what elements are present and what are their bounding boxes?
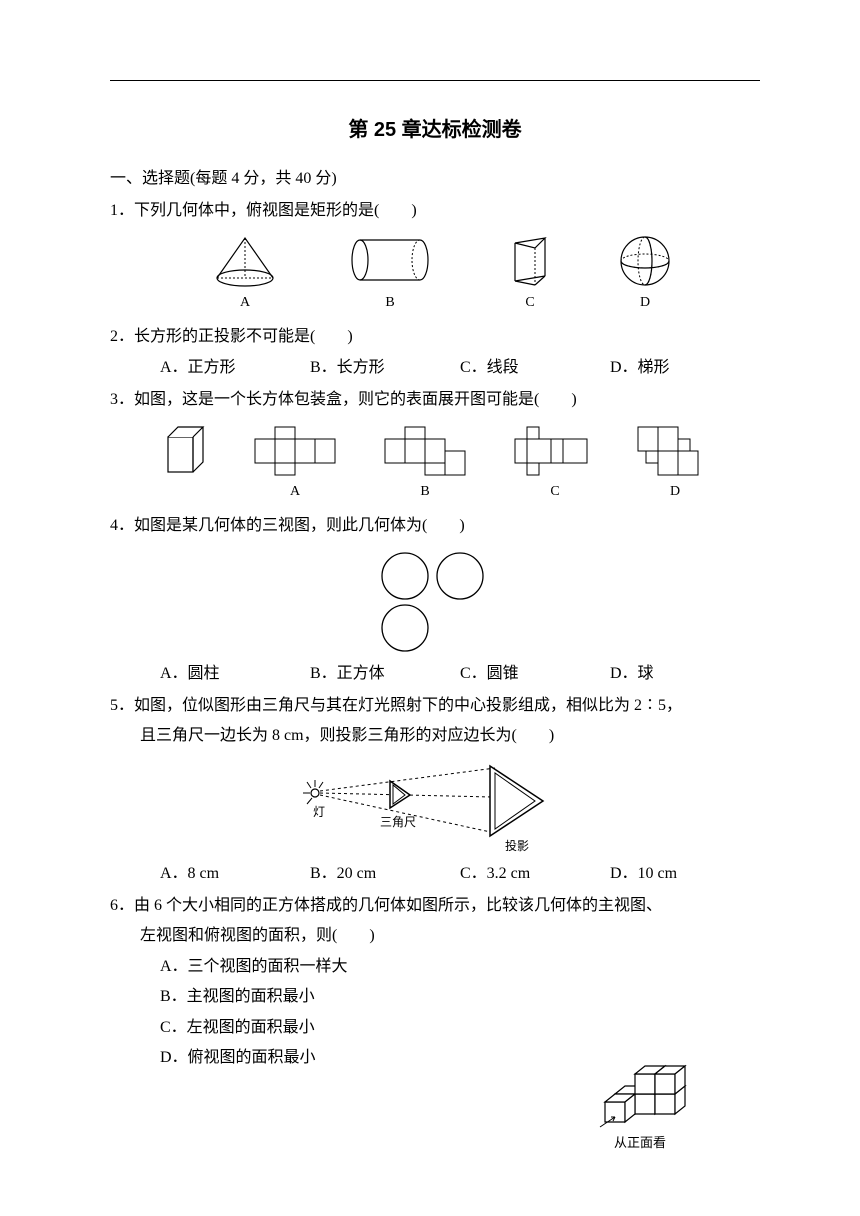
q5-opt-c: C．3.2 cm bbox=[460, 859, 610, 889]
top-rule bbox=[110, 80, 760, 81]
q6-fig-label: 从正面看 bbox=[580, 1131, 700, 1156]
q2-opt-c: C．线段 bbox=[460, 353, 610, 383]
question-3: 3． 如图，这是一个长方体包装盒，则它的表面展开图可能是( ) A bbox=[110, 385, 760, 505]
q1-label-c: C bbox=[525, 290, 534, 317]
q1-figures: A B C bbox=[110, 233, 760, 317]
net-a-icon bbox=[250, 422, 340, 477]
q1-text: 下列几何体中，俯视图是矩形的是( ) bbox=[134, 196, 760, 226]
q1-num: 1． bbox=[110, 196, 134, 226]
q6-figure: 从正面看 bbox=[580, 1039, 700, 1156]
sphere-icon bbox=[615, 233, 675, 288]
svg-text:三角尺: 三角尺 bbox=[380, 815, 416, 829]
box-icon bbox=[160, 422, 210, 477]
q6-opt-b: B．主视图的面积最小 bbox=[160, 982, 760, 1012]
cubes-icon bbox=[580, 1039, 700, 1129]
svg-text:投影: 投影 bbox=[505, 838, 529, 853]
net-b-icon bbox=[380, 422, 470, 477]
q3-label-d: D bbox=[670, 479, 680, 506]
question-1: 1． 下列几何体中，俯视图是矩形的是( ) A B bbox=[110, 196, 760, 316]
q4-opt-d: D．球 bbox=[610, 659, 760, 689]
q5-opt-a: A．8 cm bbox=[160, 859, 310, 889]
q6-text: 由 6 个大小相同的正方体搭成的几何体如图所示，比较该几何体的主视图、 bbox=[134, 891, 760, 921]
q2-num: 2． bbox=[110, 322, 134, 352]
q4-opt-b: B．正方体 bbox=[310, 659, 460, 689]
cone-icon bbox=[210, 233, 280, 288]
net-c-icon bbox=[510, 422, 600, 477]
question-5: 5． 如图，位似图形由三角尺与其在灯光照射下的中心投影组成，相似比为 2∶5， … bbox=[110, 691, 760, 889]
q2-opt-a: A．正方形 bbox=[160, 353, 310, 383]
q1-label-d: D bbox=[640, 290, 650, 317]
q2-opt-d: D．梯形 bbox=[610, 353, 760, 383]
three-views-icon bbox=[370, 548, 500, 653]
section-header: 一、选择题(每题 4 分，共 40 分) bbox=[110, 164, 760, 194]
page-title: 第 25 章达标检测卷 bbox=[110, 111, 760, 149]
q4-figure bbox=[110, 548, 760, 653]
q3-text: 如图，这是一个长方体包装盒，则它的表面展开图可能是( ) bbox=[134, 385, 760, 415]
q6-opt-a: A．三个视图的面积一样大 bbox=[160, 952, 760, 982]
svg-text:灯: 灯 bbox=[313, 805, 325, 819]
q5-text2: 且三角尺一边长为 8 cm，则投影三角形的对应边长为( ) bbox=[110, 721, 760, 751]
q5-opt-d: D．10 cm bbox=[610, 859, 760, 889]
q3-label-a: A bbox=[290, 479, 300, 506]
q4-opt-a: A．圆柱 bbox=[160, 659, 310, 689]
q5-text: 如图，位似图形由三角尺与其在灯光照射下的中心投影组成，相似比为 2∶5， bbox=[134, 691, 760, 721]
prism-icon bbox=[505, 233, 555, 288]
q3-label-c: C bbox=[550, 479, 559, 506]
q5-num: 5． bbox=[110, 691, 134, 721]
projection-icon: 灯 三角尺 投影 bbox=[295, 758, 575, 853]
q3-figures: A B C bbox=[110, 422, 760, 506]
q6-text2: 左视图和俯视图的面积，则( ) bbox=[110, 921, 760, 951]
q1-label-a: A bbox=[240, 290, 250, 317]
q5-figure: 灯 三角尺 投影 bbox=[110, 758, 760, 853]
q2-opt-b: B．长方形 bbox=[310, 353, 460, 383]
q3-num: 3． bbox=[110, 385, 134, 415]
q4-opt-c: C．圆锥 bbox=[460, 659, 610, 689]
question-4: 4． 如图是某几何体的三视图，则此几何体为( ) A．圆柱 B．正方体 C．圆锥… bbox=[110, 511, 760, 689]
q3-label-b: B bbox=[420, 479, 429, 506]
q4-num: 4． bbox=[110, 511, 134, 541]
net-d-icon bbox=[633, 422, 718, 477]
cylinder-icon bbox=[345, 233, 435, 288]
q2-text: 长方形的正投影不可能是( ) bbox=[134, 322, 760, 352]
q6-num: 6． bbox=[110, 891, 134, 921]
q4-text: 如图是某几何体的三视图，则此几何体为( ) bbox=[134, 511, 760, 541]
q1-label-b: B bbox=[385, 290, 394, 317]
q5-opt-b: B．20 cm bbox=[310, 859, 460, 889]
question-2: 2． 长方形的正投影不可能是( ) A．正方形 B．长方形 C．线段 D．梯形 bbox=[110, 322, 760, 383]
